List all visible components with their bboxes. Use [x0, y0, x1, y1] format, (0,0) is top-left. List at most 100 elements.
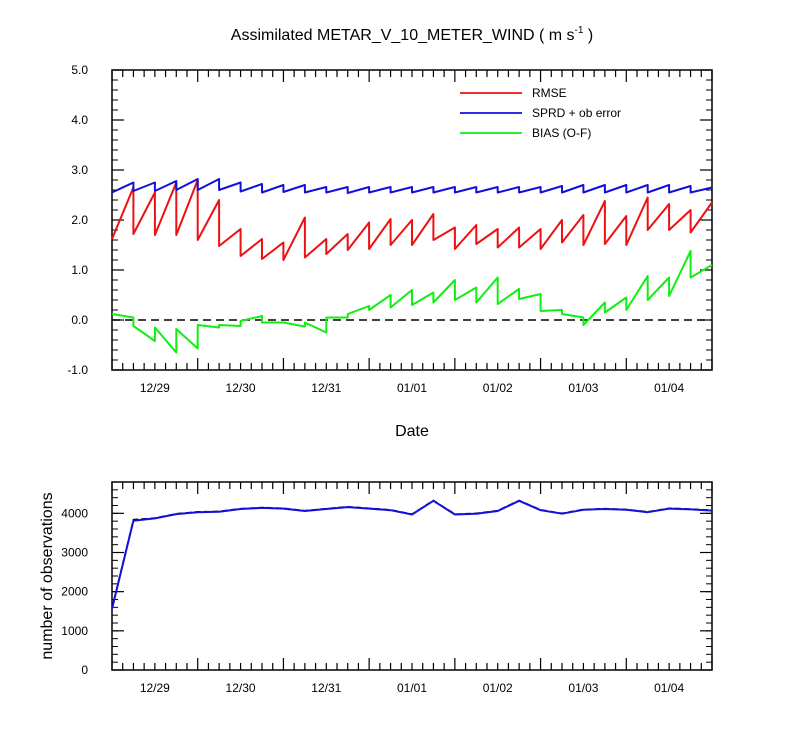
top-point: [240, 325, 242, 327]
top-point: [197, 189, 199, 191]
bottom-point: [368, 508, 370, 510]
bottom-point: [390, 509, 392, 511]
bottom-y-tick-label: 2000: [61, 585, 88, 599]
top-point: [647, 197, 649, 199]
top-point: [454, 227, 456, 229]
top-plot: 12/29 12/30 12/31 01/01 01/02 01/03 01/04 -1.0 0…: [67, 63, 713, 395]
top-point: [133, 325, 135, 327]
top-y-tick-label: 3.0: [71, 163, 88, 177]
bottom-point: [218, 511, 220, 513]
top-point: [540, 310, 542, 312]
top-point: [390, 294, 392, 296]
top-point: [476, 224, 478, 226]
bottom-point: [626, 509, 628, 511]
top-point: [326, 238, 328, 240]
top-point: [283, 184, 285, 186]
top-x-tick-label: 01/03: [568, 381, 598, 395]
bottom-point: [261, 507, 263, 509]
top-point: [626, 184, 628, 186]
top-point: [626, 297, 628, 299]
top-point: [690, 185, 692, 187]
top-point: [647, 299, 649, 301]
top-point: [454, 186, 456, 188]
top-point: [240, 228, 242, 230]
top-y-tick-label: 2.0: [71, 213, 88, 227]
top-point: [476, 243, 478, 245]
top-point: [347, 186, 349, 188]
top-point: [347, 249, 349, 251]
bottom-point: [304, 510, 306, 512]
top-point: [668, 184, 670, 186]
bottom-point: [476, 513, 478, 515]
top-point: [433, 186, 435, 188]
top-point: [540, 186, 542, 188]
bottom-y-tick-label: 3000: [61, 546, 88, 560]
top-y-tick-label: 4.0: [71, 113, 88, 127]
top-point: [411, 186, 413, 188]
top-point: [476, 287, 478, 289]
top-x-tick-label: 12/29: [140, 381, 170, 395]
bottom-point: [433, 500, 435, 502]
top-point: [111, 313, 113, 315]
top-y-tick-label: 1.0: [71, 263, 88, 277]
top-point: [626, 215, 628, 217]
top-point: [476, 192, 478, 194]
bottom-point: [583, 509, 585, 511]
top-point: [197, 324, 199, 326]
bottom-point: [497, 510, 499, 512]
top-x-tick-label: 12/30: [226, 381, 256, 395]
top-point: [561, 309, 563, 311]
top-point: [583, 317, 585, 319]
top-point: [540, 248, 542, 250]
top-y-tick-label: 0.0: [71, 313, 88, 327]
top-point: [133, 317, 135, 319]
legend-label: BIAS (O-F): [532, 126, 591, 140]
top-point: [154, 234, 156, 236]
top-point: [626, 244, 628, 246]
top-point: [368, 305, 370, 307]
top-point: [368, 186, 370, 188]
top-point: [154, 327, 156, 329]
top-point: [197, 239, 199, 241]
bottom-point: [154, 518, 156, 520]
top-point: [540, 293, 542, 295]
top-point: [690, 209, 692, 211]
top-point: [583, 324, 585, 326]
top-point: [561, 242, 563, 244]
top-point: [647, 229, 649, 231]
top-point: [240, 255, 242, 257]
top-point: [668, 277, 670, 279]
top-point: [304, 184, 306, 186]
legend-label: SPRD + ob error: [532, 106, 621, 120]
top-point: [390, 192, 392, 194]
top-point: [711, 187, 713, 189]
top-point: [647, 184, 649, 186]
top-point: [283, 322, 285, 324]
bottom-point: [518, 500, 520, 502]
bottom-x-tick-label: 01/01: [397, 681, 427, 695]
top-point: [261, 322, 263, 324]
top-point: [283, 242, 285, 244]
top-point: [304, 257, 306, 259]
bottom-x-tick-label: 12/30: [226, 681, 256, 695]
top-point: [390, 186, 392, 188]
top-point: [390, 244, 392, 246]
bottom-y-tick-label: 4000: [61, 506, 88, 520]
top-series-sprd-ob-error: [111, 178, 713, 194]
top-point: [497, 186, 499, 188]
top-point: [218, 245, 220, 247]
top-point: [583, 244, 585, 246]
top-point: [347, 192, 349, 194]
top-point: [176, 328, 178, 330]
top-point: [218, 199, 220, 201]
top-point: [326, 192, 328, 194]
top-point: [604, 243, 606, 245]
top-point: [561, 192, 563, 194]
top-point: [261, 183, 263, 185]
top-point: [411, 304, 413, 306]
top-point: [433, 192, 435, 194]
bottom-x-tick-label: 01/03: [568, 681, 598, 695]
top-point: [111, 192, 113, 194]
top-point: [583, 184, 585, 186]
top-point: [368, 309, 370, 311]
